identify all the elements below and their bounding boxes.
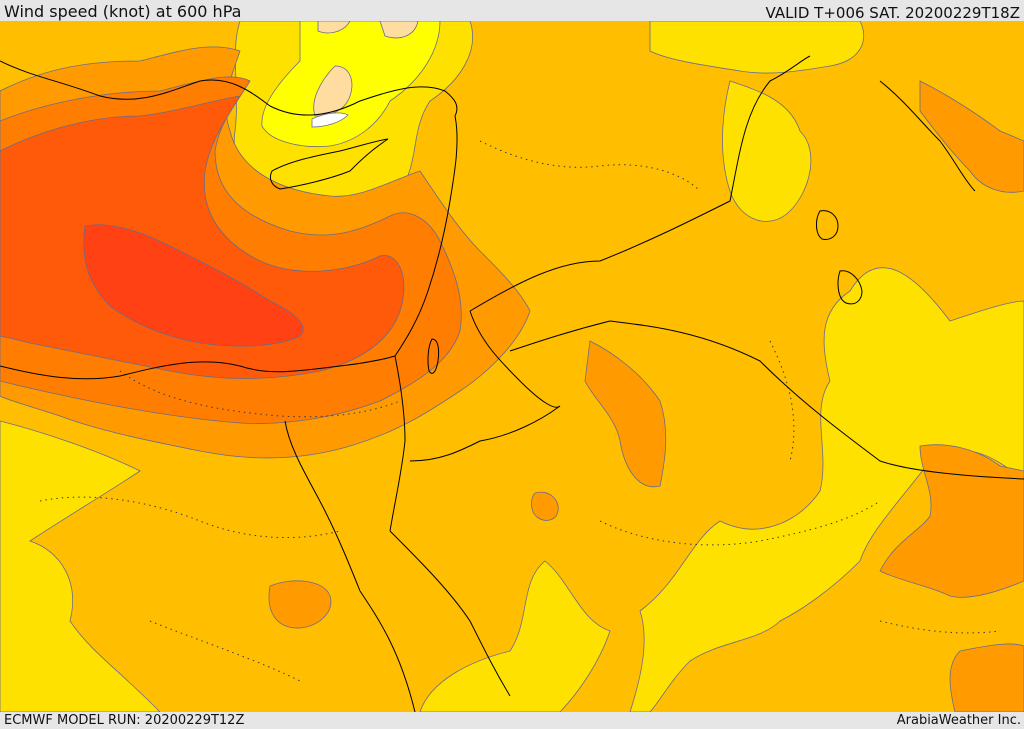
iraq-border: [469, 55, 811, 312]
model-run-label: ECMWF MODEL RUN: 20200229T12Z: [4, 713, 245, 728]
persian-gulf-coast: [879, 80, 976, 192]
coastlines: [0, 55, 1024, 712]
band-red-jet-core: [83, 224, 304, 347]
gulf-of-aqaba: [389, 355, 406, 532]
lake-outline: [816, 210, 839, 240]
egypt-north-coast: [0, 355, 396, 380]
band-gold-south: [419, 560, 611, 712]
band-peach-north: [313, 21, 419, 117]
band-orange-small-3: [949, 643, 1024, 712]
band-orange-small-2: [531, 491, 559, 521]
band-white-north: [311, 112, 349, 128]
band-gold-ne: [649, 21, 865, 74]
band-orange-small-1: [268, 580, 332, 629]
map-header: Wind speed (knot) at 600 hPa VALID T+006…: [0, 0, 1024, 22]
band-red-orange-jet: [0, 95, 405, 379]
lake-outline-2: [837, 270, 863, 305]
dotted-contours: [39, 140, 1001, 682]
levant-coast: [394, 115, 458, 357]
map-footer: ECMWF MODEL RUN: 20200229T12Z ArabiaWeat…: [0, 712, 1024, 729]
valid-time: VALID T+006 SAT. 20200229T18Z: [765, 4, 1020, 22]
band-orange-east-patch: [584, 340, 667, 488]
dead-sea: [427, 338, 440, 374]
brand-credit: ArabiaWeather Inc.: [896, 713, 1021, 728]
cyprus-outline: [269, 138, 389, 190]
wind-speed-map: [0, 21, 1024, 712]
jordan-saudi-border: [509, 320, 1024, 480]
band-orange-se-patch: [879, 444, 1024, 598]
red-sea-west: [359, 590, 416, 712]
band-orange-ne-patch: [919, 80, 1024, 193]
band-gold-east: [722, 80, 812, 222]
band-gold-sw: [0, 420, 161, 712]
map-canvas: [0, 21, 1024, 712]
map-title: Wind speed (knot) at 600 hPa: [4, 2, 242, 21]
sinai-gulf-suez: [284, 420, 361, 592]
turkey-south-coast: [0, 60, 458, 117]
saudi-jordan-south: [409, 310, 561, 462]
red-sea-east: [389, 530, 511, 697]
